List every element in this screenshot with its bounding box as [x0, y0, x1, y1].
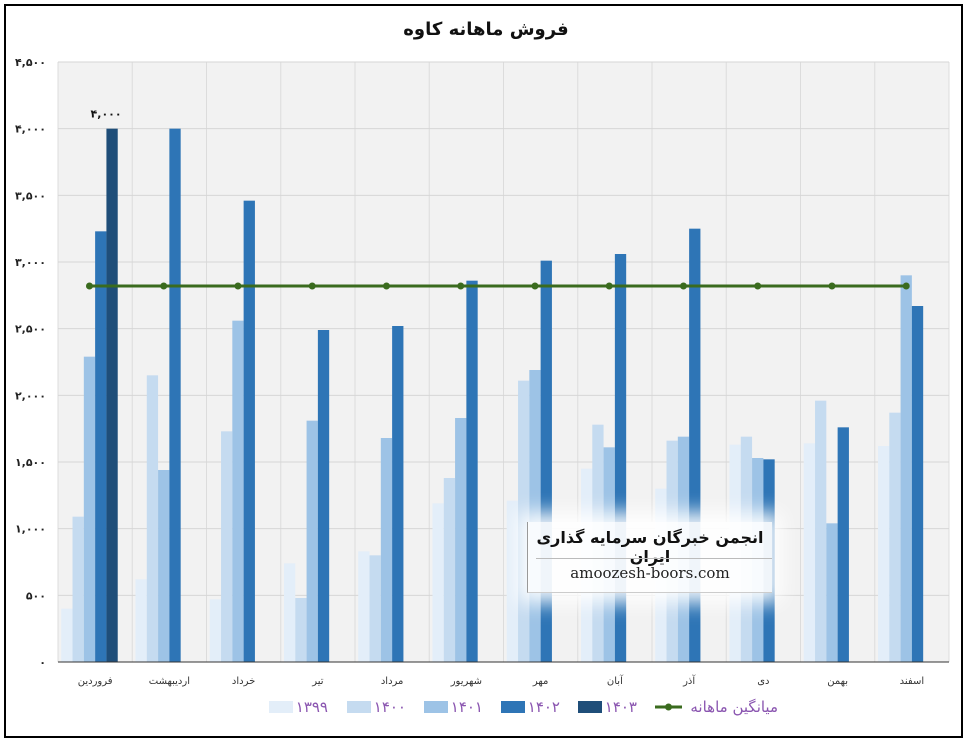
y-tick-label: ۳,۵۰۰ [15, 189, 46, 202]
x-tick-label: مهر [532, 676, 548, 687]
bar-۱۳۹۹-تیر [283, 563, 296, 662]
x-tick-label: مرداد [381, 676, 404, 687]
watermark-divider [536, 558, 772, 559]
y-tick-label: ۲,۵۰۰ [15, 323, 46, 336]
average-marker [85, 282, 93, 290]
grid [57, 61, 950, 663]
y-axis: ۴,۵۰۰ ۴,۰۰۰ ۳,۵۰۰ ۳,۰۰۰ ۲,۵۰۰ ۲,۰۰۰ ۱,۵۰۰ ۱,۰۰۰… [15, 56, 46, 669]
bar-۱۴۰۱-اردیبهشت [158, 470, 170, 662]
legend: میانگین ماهانه ۱۳۹۹ ۱۴۰۰ ۱۴۰۱ ۱۴۰۲ ۱۴۰۳ [269, 698, 778, 716]
bar-۱۴۰۱-اسفند [900, 275, 912, 662]
bar-۱۳۹۹-شهریور [432, 503, 444, 662]
bar-۱۳۹۹-مهر [506, 500, 519, 662]
legend-swatch-۱۴۰۰ [347, 701, 371, 713]
bar-۱۴۰۰-فروردین [72, 516, 84, 662]
average-marker [457, 282, 465, 290]
bar-۱۳۹۹-اردیبهشت [135, 579, 147, 662]
bar-۱۴۰۲-مرداد [392, 326, 404, 662]
average-marker [902, 282, 910, 290]
x-tick-label: دی [757, 676, 769, 687]
bar-۱۴۰۱-خرداد [232, 320, 244, 662]
bar-۱۴۰۳-فروردین [106, 128, 118, 662]
legend-swatch-۱۴۰۲ [501, 701, 525, 713]
y-tick-label: ۰ [39, 656, 46, 669]
bar-۱۴۰۲-اسفند [911, 306, 924, 662]
bar-۱۴۰۱-فروردین [83, 356, 96, 662]
bar-۱۴۰۲-مهر [540, 260, 552, 662]
bar-۱۴۰۱-بهمن [826, 523, 838, 662]
average-marker [308, 282, 316, 290]
data-labels: ۴,۰۰۰ [91, 108, 122, 121]
bar-۱۴۰۰-شهریور [443, 478, 456, 662]
y-tick-label: ۴,۵۰۰ [15, 56, 46, 69]
legend-average-label: میانگین ماهانه [690, 698, 778, 716]
x-tick-label: خرداد [232, 676, 255, 687]
legend-label: ۱۴۰۳ [605, 698, 637, 716]
y-tick-label: ۲,۰۰۰ [15, 389, 46, 402]
bar-۱۴۰۲-خرداد [243, 200, 255, 662]
legend-label: ۱۴۰۱ [451, 698, 483, 716]
average-marker [382, 282, 390, 290]
bar-۱۴۰۱-مرداد [380, 438, 393, 662]
average-marker [828, 282, 836, 290]
bar-۱۳۹۹-اسفند [877, 446, 890, 662]
bar-۱۴۰۲-آذر [689, 228, 701, 662]
watermark-site: amoozesh-boors.com [570, 564, 730, 582]
bar-۱۴۰۰-خرداد [221, 431, 233, 662]
x-axis: فروردین اردیبهشت خرداد تیر مرداد شهریور مهر آبا… [58, 661, 949, 687]
legend-swatch-۱۴۰۳ [578, 701, 602, 713]
legend-swatch-۱۳۹۹ [269, 701, 293, 713]
bar-۱۴۰۲-آبان [614, 254, 627, 662]
bar-۱۳۹۹-مرداد [358, 551, 370, 662]
y-tick-label: ۳,۰۰۰ [15, 256, 46, 269]
bar-۱۴۰۲-تیر [317, 330, 330, 662]
legend-label: ۱۴۰۲ [528, 698, 560, 716]
bar-۱۳۹۹-فروردین [61, 608, 73, 662]
average-marker [234, 282, 242, 290]
legend-average-marker [665, 703, 672, 711]
x-tick-label: تیر [311, 676, 324, 687]
bar-۱۴۰۲-فروردین [95, 231, 107, 663]
average-line [85, 282, 910, 290]
x-tick-label: شهریور [450, 676, 482, 687]
y-tick-label: ۱,۰۰۰ [15, 523, 46, 536]
y-tick-label: ۱,۵۰۰ [15, 456, 46, 469]
average-marker [679, 282, 687, 290]
x-tick-label: آبان [607, 674, 624, 687]
watermark: انجمن خبرگان سرمایه گذاری ایران amoozesh… [527, 522, 772, 593]
bar-۱۳۹۹-بهمن [803, 443, 816, 662]
bar-۱۴۰۱-شهریور [455, 418, 467, 662]
legend-label: ۱۴۰۰ [374, 698, 406, 716]
chart-title: فروش ماهانه کاوه [403, 19, 568, 40]
legend-label: ۱۳۹۹ [296, 698, 328, 716]
x-tick-label: فروردین [78, 676, 113, 687]
y-tick-label: ۵۰۰ [26, 589, 46, 602]
x-tick-label: اردیبهشت [149, 676, 190, 687]
average-marker [605, 282, 613, 290]
average-marker [531, 282, 539, 290]
data-label: ۴,۰۰۰ [91, 108, 122, 121]
bar-۱۴۰۲-بهمن [837, 427, 849, 662]
watermark-title: انجمن خبرگان سرمایه گذاری ایران [536, 528, 764, 566]
average-marker [160, 282, 168, 290]
bar-۱۴۰۰-مهر [518, 380, 530, 662]
bar-۱۳۹۹-خرداد [209, 599, 222, 662]
bar-۱۴۰۲-اردیبهشت [169, 128, 181, 662]
bar-۱۴۰۰-بهمن [815, 400, 827, 662]
bar-۱۴۰۱-مهر [529, 370, 541, 662]
bar-۱۴۰۰-تیر [295, 598, 307, 662]
y-tick-label: ۴,۰۰۰ [15, 123, 46, 136]
average-marker [754, 282, 762, 290]
x-tick-label: اسفند [900, 676, 924, 687]
bar-۱۴۰۰-اردیبهشت [146, 375, 159, 662]
bar-۱۴۰۰-اسفند [889, 412, 901, 662]
legend-swatch-۱۴۰۱ [424, 701, 448, 713]
x-tick-label: آذر [682, 674, 696, 687]
x-tick-label: بهمن [827, 676, 848, 687]
bar-۱۴۰۲-شهریور [466, 280, 478, 662]
bar-۱۴۰۱-تیر [306, 420, 318, 662]
bar-۱۴۰۰-مرداد [369, 555, 381, 662]
